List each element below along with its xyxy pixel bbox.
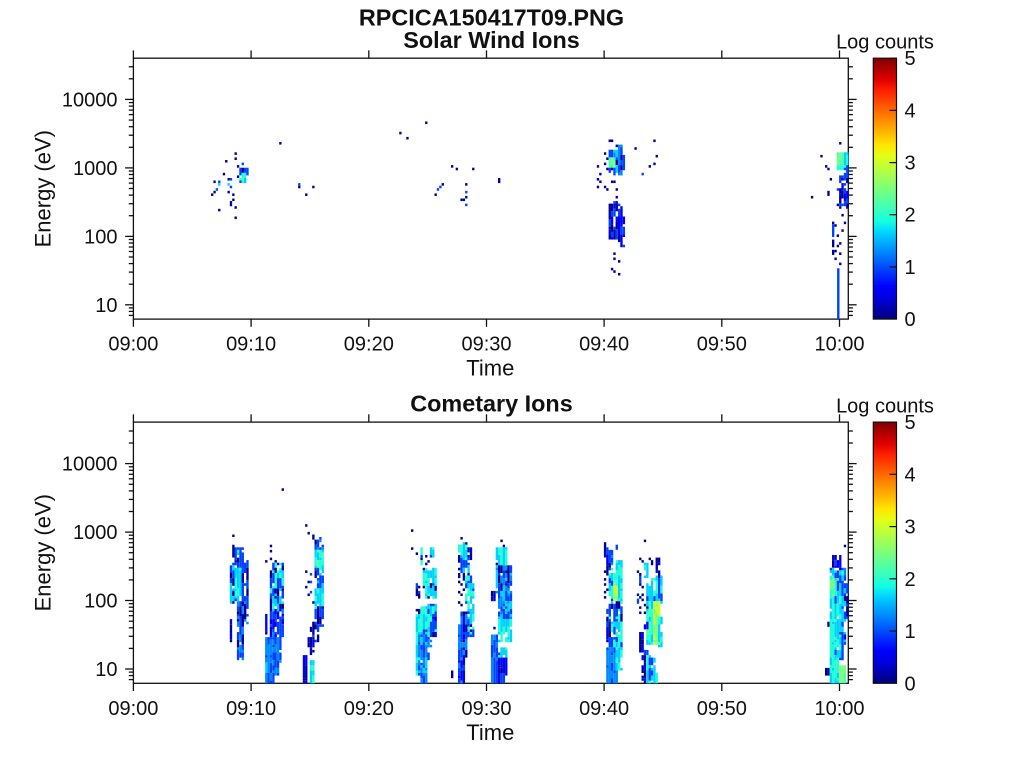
svg-text:10: 10 — [95, 659, 117, 681]
svg-text:09:50: 09:50 — [697, 334, 747, 356]
svg-text:09:40: 09:40 — [579, 334, 629, 356]
svg-text:2: 2 — [905, 569, 916, 591]
svg-text:1000: 1000 — [73, 158, 118, 180]
svg-text:0: 0 — [905, 673, 916, 695]
svg-text:10:00: 10:00 — [814, 334, 864, 356]
svg-text:10:00: 10:00 — [814, 698, 864, 720]
svg-text:Log counts: Log counts — [836, 32, 934, 54]
svg-text:4: 4 — [905, 100, 916, 122]
svg-text:5: 5 — [905, 48, 916, 70]
svg-text:Time: Time — [466, 720, 514, 745]
svg-text:Energy (eV): Energy (eV) — [31, 130, 56, 247]
svg-text:3: 3 — [905, 517, 916, 539]
svg-text:09:30: 09:30 — [461, 334, 511, 356]
svg-text:09:30: 09:30 — [461, 698, 511, 720]
svg-text:09:40: 09:40 — [579, 698, 629, 720]
svg-text:09:20: 09:20 — [344, 698, 394, 720]
svg-text:3: 3 — [905, 153, 916, 175]
svg-text:5: 5 — [905, 412, 916, 434]
svg-text:09:00: 09:00 — [108, 698, 158, 720]
svg-text:Energy (eV): Energy (eV) — [31, 494, 56, 611]
svg-text:09:50: 09:50 — [697, 698, 747, 720]
svg-text:Solar Wind Ions: Solar Wind Ions — [403, 27, 580, 53]
svg-text:RPCICA150417T09.PNG: RPCICA150417T09.PNG — [359, 5, 624, 31]
svg-text:1: 1 — [905, 257, 916, 279]
svg-text:09:00: 09:00 — [108, 334, 158, 356]
svg-text:10: 10 — [95, 295, 117, 317]
svg-text:09:10: 09:10 — [226, 334, 276, 356]
svg-text:10000: 10000 — [62, 454, 118, 476]
svg-text:10000: 10000 — [62, 89, 118, 111]
svg-text:09:20: 09:20 — [344, 334, 394, 356]
svg-text:Log counts: Log counts — [836, 396, 934, 418]
svg-text:1: 1 — [905, 621, 916, 643]
svg-text:4: 4 — [905, 464, 916, 486]
svg-text:1000: 1000 — [73, 522, 118, 544]
svg-text:2: 2 — [905, 205, 916, 227]
svg-text:Time: Time — [466, 356, 514, 381]
svg-text:100: 100 — [84, 591, 117, 613]
svg-text:09:10: 09:10 — [226, 698, 276, 720]
svg-text:Cometary Ions: Cometary Ions — [410, 391, 572, 417]
svg-text:100: 100 — [84, 226, 117, 248]
svg-text:0: 0 — [905, 309, 916, 331]
